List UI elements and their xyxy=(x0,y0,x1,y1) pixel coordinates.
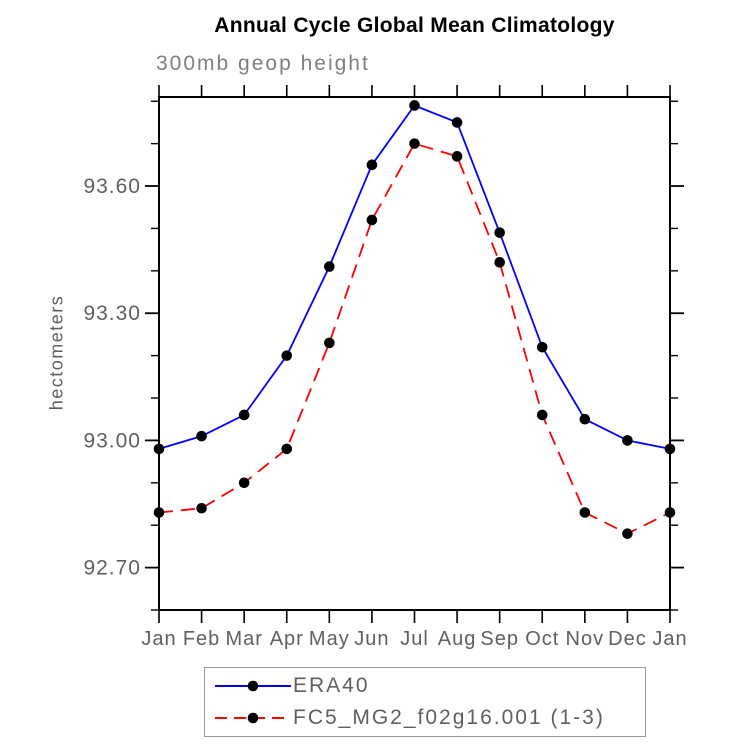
legend-line-sample xyxy=(215,680,291,692)
data-point-marker xyxy=(664,507,676,518)
y-tick-label: 93.00 xyxy=(83,429,141,452)
series-reference xyxy=(153,100,676,455)
legend-label: FC5_MG2_f02g16.001 (1-3) xyxy=(293,706,605,729)
legend-line-sample xyxy=(215,712,291,724)
x-tick-label: Apr xyxy=(270,628,304,650)
data-point-marker xyxy=(409,100,420,111)
data-point-marker xyxy=(494,227,505,238)
data-point-marker xyxy=(494,257,505,268)
x-tick-label: Sep xyxy=(480,628,519,650)
data-point-marker xyxy=(451,151,463,162)
y-tick-label: 92.70 xyxy=(83,557,141,580)
x-tick-label: Jan xyxy=(141,628,176,650)
legend-marker xyxy=(247,680,259,692)
data-point-marker xyxy=(281,443,293,455)
data-point-marker xyxy=(451,117,463,128)
data-point-marker xyxy=(622,435,633,446)
data-point-marker xyxy=(324,261,335,272)
data-point-marker xyxy=(196,430,207,442)
legend-label: ERA40 xyxy=(293,674,370,697)
data-point-marker xyxy=(536,341,548,353)
x-tick-label: Dec xyxy=(608,628,647,650)
chart-title: Annual Cycle Global Mean Climatology xyxy=(214,14,615,37)
y-tick-label: 93.60 xyxy=(83,175,141,198)
data-point-marker xyxy=(196,502,207,514)
x-tick-label: Feb xyxy=(183,628,220,650)
data-point-marker xyxy=(536,409,548,421)
legend: ERA40 FC5_MG2_f02g16.001 (1-3) xyxy=(204,667,646,737)
legend-entry: FC5_MG2_f02g16.001 (1-3) xyxy=(213,702,645,734)
data-point-marker xyxy=(238,409,250,421)
data-point-marker xyxy=(622,528,633,539)
y-tick-label: 93.30 xyxy=(83,302,141,325)
x-tick-label: Oct xyxy=(525,628,559,650)
x-tick-label: Jul xyxy=(400,628,429,650)
chart-subtitle: 300mb geop height xyxy=(156,52,370,75)
data-point-marker xyxy=(366,159,378,171)
x-tick-label: Aug xyxy=(438,628,477,650)
data-point-marker xyxy=(579,413,591,425)
data-point-marker xyxy=(153,507,165,518)
x-tick-label: Nov xyxy=(566,628,605,650)
x-tick-label: May xyxy=(309,628,350,650)
x-tick-label: Mar xyxy=(225,628,262,650)
x-tick-label: Jan xyxy=(652,628,687,650)
series-line xyxy=(158,142,671,535)
data-point-marker xyxy=(324,337,335,349)
data-point-marker xyxy=(664,443,676,455)
data-point-marker xyxy=(579,507,591,518)
data-point-marker xyxy=(153,443,165,455)
x-tick-label: Jun xyxy=(354,628,389,650)
data-point-marker xyxy=(409,138,420,149)
data-point-marker xyxy=(238,477,250,489)
data-point-marker xyxy=(281,350,293,361)
legend-entry: ERA40 xyxy=(213,670,645,702)
data-point-marker xyxy=(366,214,378,226)
series-line xyxy=(158,104,671,450)
plot-frame xyxy=(158,96,671,611)
legend-marker xyxy=(247,712,259,724)
series-model xyxy=(153,138,676,539)
